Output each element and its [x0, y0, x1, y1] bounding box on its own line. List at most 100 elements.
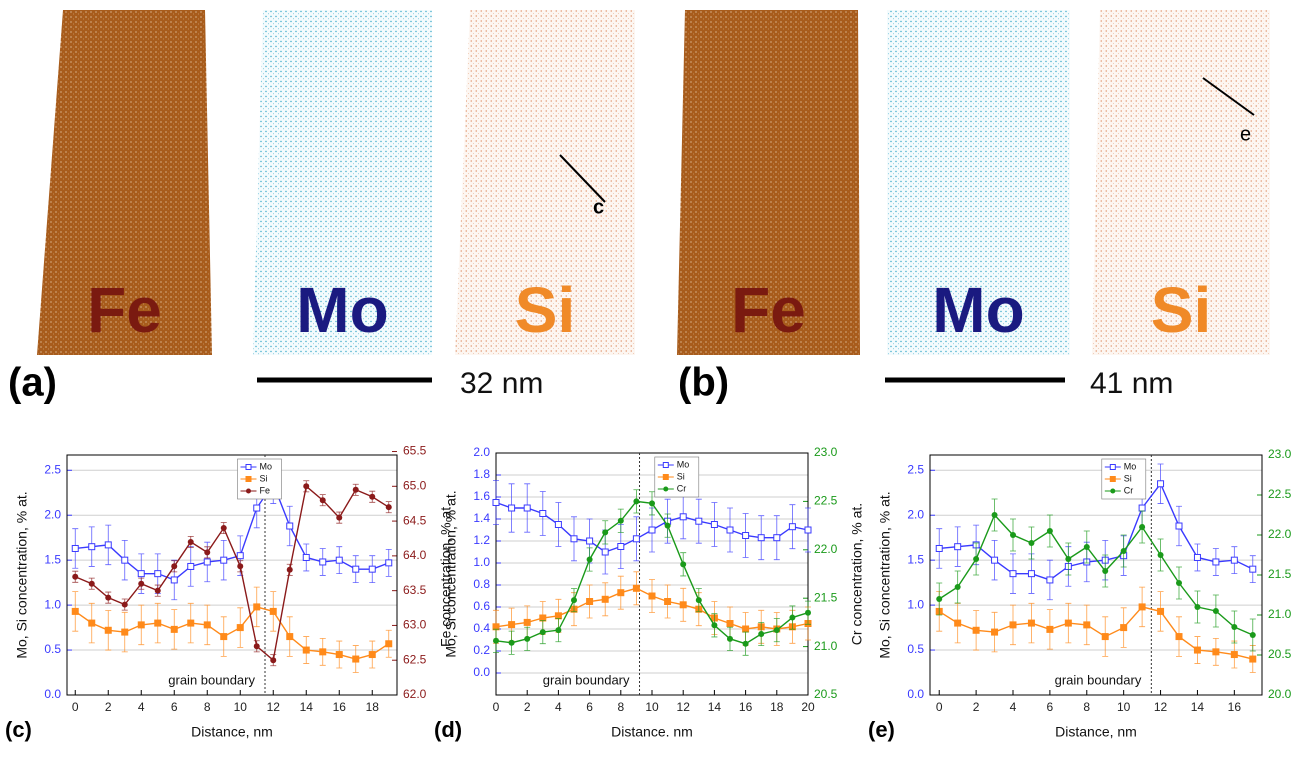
scale-label: 32 nm — [460, 367, 543, 400]
element-label: Mo — [932, 274, 1024, 346]
legend-marker — [1109, 464, 1116, 470]
marker — [154, 570, 162, 578]
marker — [286, 633, 294, 641]
legend-marker — [1110, 488, 1116, 494]
marker — [711, 622, 718, 629]
marker — [726, 620, 734, 627]
marker — [789, 614, 796, 621]
legend-marker — [1109, 476, 1116, 482]
x-tick-label: 6 — [1047, 700, 1054, 714]
marker — [187, 538, 194, 545]
marker — [1249, 565, 1257, 573]
marker — [71, 607, 79, 615]
y2-tick-label: 22.0 — [814, 542, 838, 556]
marker — [319, 558, 327, 566]
marker — [633, 498, 640, 505]
x-tick-label: 14 — [1191, 700, 1205, 714]
marker — [187, 619, 195, 627]
marker — [1176, 580, 1182, 586]
marker — [632, 584, 640, 592]
marker — [203, 621, 211, 629]
marker — [1009, 570, 1017, 578]
plot-frame — [66, 454, 398, 696]
legend-marker — [246, 488, 251, 494]
marker — [617, 589, 625, 597]
marker — [385, 504, 392, 511]
x-tick-label: 8 — [617, 700, 624, 714]
y-axis-label: Mo, Si concentration, % at. — [877, 491, 893, 658]
y-tick-label: 2.5 — [907, 462, 924, 476]
marker — [319, 648, 327, 656]
y-tick-label: 1.0 — [907, 597, 924, 611]
marker — [1193, 646, 1201, 654]
marker — [1064, 619, 1072, 627]
marker — [804, 526, 812, 534]
marker — [954, 543, 962, 551]
marker — [523, 504, 531, 512]
marker — [270, 657, 277, 664]
marker — [742, 625, 750, 633]
element-label: Fe — [731, 274, 806, 346]
marker — [137, 570, 145, 578]
panel-label: (d) — [434, 717, 462, 742]
marker — [555, 627, 562, 634]
y-tick-label: 0.0 — [44, 687, 61, 701]
marker — [508, 504, 516, 512]
legend-label: Si — [1124, 473, 1132, 483]
marker — [253, 603, 261, 611]
marker — [368, 565, 376, 573]
marker — [1046, 528, 1053, 534]
y2-tick-label: 62.5 — [403, 652, 427, 666]
marker — [170, 576, 178, 584]
marker — [935, 544, 943, 552]
y2-tick-label: 65.0 — [403, 478, 427, 492]
x-tick-label: 14 — [708, 700, 722, 714]
atom-map — [253, 10, 432, 355]
panel-label: (b) — [678, 361, 729, 405]
legend-label: Cr — [1124, 485, 1134, 495]
annotation: grain boundary — [1055, 672, 1142, 687]
marker — [335, 651, 343, 659]
marker — [570, 535, 578, 543]
y2-tick-label: 23.0 — [814, 445, 838, 459]
x-tick-label: 14 — [300, 700, 314, 714]
element-label: Mo — [296, 274, 388, 346]
marker — [1083, 621, 1091, 629]
y2-tick-label: 20.5 — [814, 687, 838, 701]
marker — [88, 580, 95, 587]
x-tick-label: 8 — [1083, 700, 1090, 714]
marker — [648, 592, 656, 600]
atom-map — [37, 10, 212, 355]
marker — [286, 566, 293, 573]
marker — [138, 580, 145, 587]
marker — [973, 556, 980, 562]
marker — [586, 556, 593, 563]
profile-label: c — [593, 196, 604, 218]
y-tick-label: 0.0 — [907, 687, 924, 701]
marker — [1249, 632, 1256, 638]
marker — [1139, 524, 1146, 530]
marker — [253, 504, 261, 512]
marker — [1028, 540, 1035, 546]
marker — [539, 629, 546, 636]
legend-label: Mo — [677, 459, 690, 469]
y-tick-label: 0.2 — [473, 643, 490, 657]
marker — [523, 618, 531, 626]
y2-axis-label: Cr concentration, % at. — [849, 503, 865, 645]
marker — [1138, 603, 1146, 611]
marker — [1120, 548, 1127, 554]
scale-label: 41 nm — [1090, 367, 1173, 400]
y2-axis-label: Fe concentration, % at. — [438, 503, 454, 647]
annotation: grain boundary — [168, 672, 255, 687]
marker — [319, 497, 326, 504]
y-tick-label: 1.0 — [473, 555, 490, 569]
y-tick-label: 1.0 — [44, 597, 61, 611]
marker — [220, 525, 227, 532]
marker — [648, 526, 656, 534]
legend-marker — [663, 486, 669, 492]
plot-area — [67, 455, 397, 695]
marker — [726, 526, 734, 534]
marker — [757, 534, 765, 542]
marker — [171, 563, 178, 570]
marker — [1120, 624, 1128, 632]
